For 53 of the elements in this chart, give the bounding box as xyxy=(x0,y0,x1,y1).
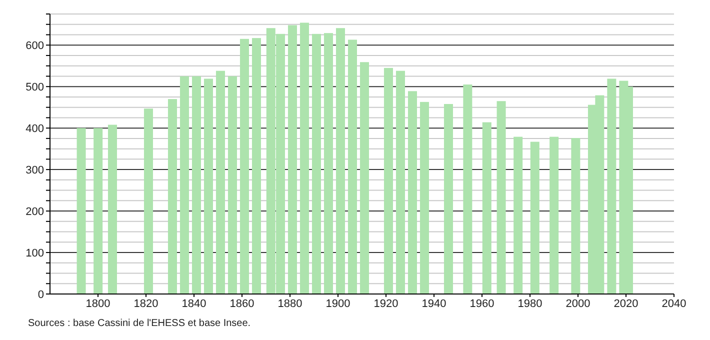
x-tick-label: 1980 xyxy=(518,298,542,310)
bar xyxy=(240,38,249,294)
x-tick-label: 2020 xyxy=(614,298,638,310)
bar xyxy=(496,101,506,294)
bar xyxy=(324,33,333,294)
bar xyxy=(420,102,429,294)
bar xyxy=(482,122,492,294)
bar xyxy=(514,136,523,294)
bar xyxy=(336,28,345,294)
x-tick-label: 2000 xyxy=(566,298,590,310)
bar xyxy=(168,99,177,294)
bar xyxy=(444,104,453,294)
y-tick-label: 200 xyxy=(26,206,44,218)
x-tick-label: 1840 xyxy=(182,298,206,310)
bar xyxy=(192,76,201,294)
x-tick-label: 1900 xyxy=(326,298,350,310)
bar xyxy=(463,84,472,294)
bar xyxy=(348,40,357,294)
bar xyxy=(396,70,405,294)
bar xyxy=(607,78,616,294)
bar xyxy=(530,142,540,294)
x-tick-label: 1800 xyxy=(86,298,110,310)
y-tick-label: 400 xyxy=(26,122,44,135)
bar xyxy=(94,128,103,294)
bar xyxy=(252,38,261,294)
bar xyxy=(76,128,86,294)
y-tick-label: 600 xyxy=(26,40,44,52)
bar xyxy=(204,78,213,294)
y-tick-label: 100 xyxy=(26,247,44,260)
bar xyxy=(228,76,237,294)
bar xyxy=(300,22,309,294)
y-tick-label: 300 xyxy=(26,164,44,176)
bar xyxy=(571,138,580,294)
x-tick-label: 2040 xyxy=(662,298,686,310)
y-tick-label: 500 xyxy=(26,82,44,94)
x-tick-label: 1820 xyxy=(134,298,158,310)
bar xyxy=(180,76,189,294)
bar xyxy=(550,136,559,294)
x-tick-label: 1960 xyxy=(470,298,494,310)
source-note: Sources : base Cassini de l'EHESS et base Insee. xyxy=(28,318,252,329)
bar xyxy=(384,68,393,294)
bar xyxy=(312,34,321,294)
x-tick-label: 1860 xyxy=(230,298,254,310)
bar xyxy=(144,108,153,294)
x-tick-label: 1940 xyxy=(422,298,446,310)
bar xyxy=(108,124,117,294)
bar xyxy=(360,62,369,294)
y-tick-label: 0 xyxy=(38,288,44,301)
x-tick-label: 1880 xyxy=(278,298,302,310)
bar xyxy=(408,91,417,294)
bar xyxy=(216,70,225,294)
x-tick-label: 1920 xyxy=(374,298,398,310)
bar xyxy=(288,25,297,294)
